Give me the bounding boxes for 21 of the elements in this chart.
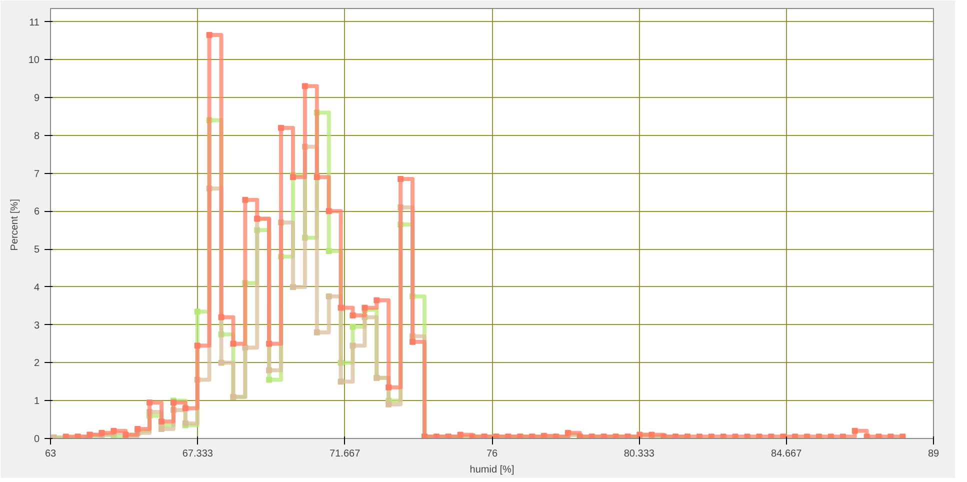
x-tick-label: 71.667 <box>330 448 361 460</box>
x-tick-label: 89 <box>928 448 940 460</box>
x-tick-label: 63 <box>44 448 56 460</box>
y-tick-label: 7 <box>34 168 40 180</box>
y-tick-label: 2 <box>34 358 40 370</box>
x-axis-title: humid [%] <box>470 464 514 476</box>
y-tick-label: 5 <box>34 244 40 256</box>
y-tick-label: 9 <box>34 93 40 104</box>
y-axis-title: Percent [%] <box>9 198 20 251</box>
y-tick-label: 1 <box>34 396 40 408</box>
x-tick-label: 67.333 <box>182 448 214 460</box>
x-tick-label: 80.333 <box>624 448 655 460</box>
y-tick-label: 4 <box>34 282 40 294</box>
y-tick-label: 8 <box>34 130 40 142</box>
x-tick-label: 84.667 <box>771 448 802 460</box>
y-tick-label: 10 <box>28 55 40 66</box>
y-tick-label: 6 <box>34 206 40 218</box>
y-tick-label: 11 <box>29 17 40 28</box>
x-tick-label: 76 <box>486 448 498 460</box>
y-tick-label: 3 <box>34 320 40 332</box>
y-tick-label: 0 <box>34 434 40 445</box>
